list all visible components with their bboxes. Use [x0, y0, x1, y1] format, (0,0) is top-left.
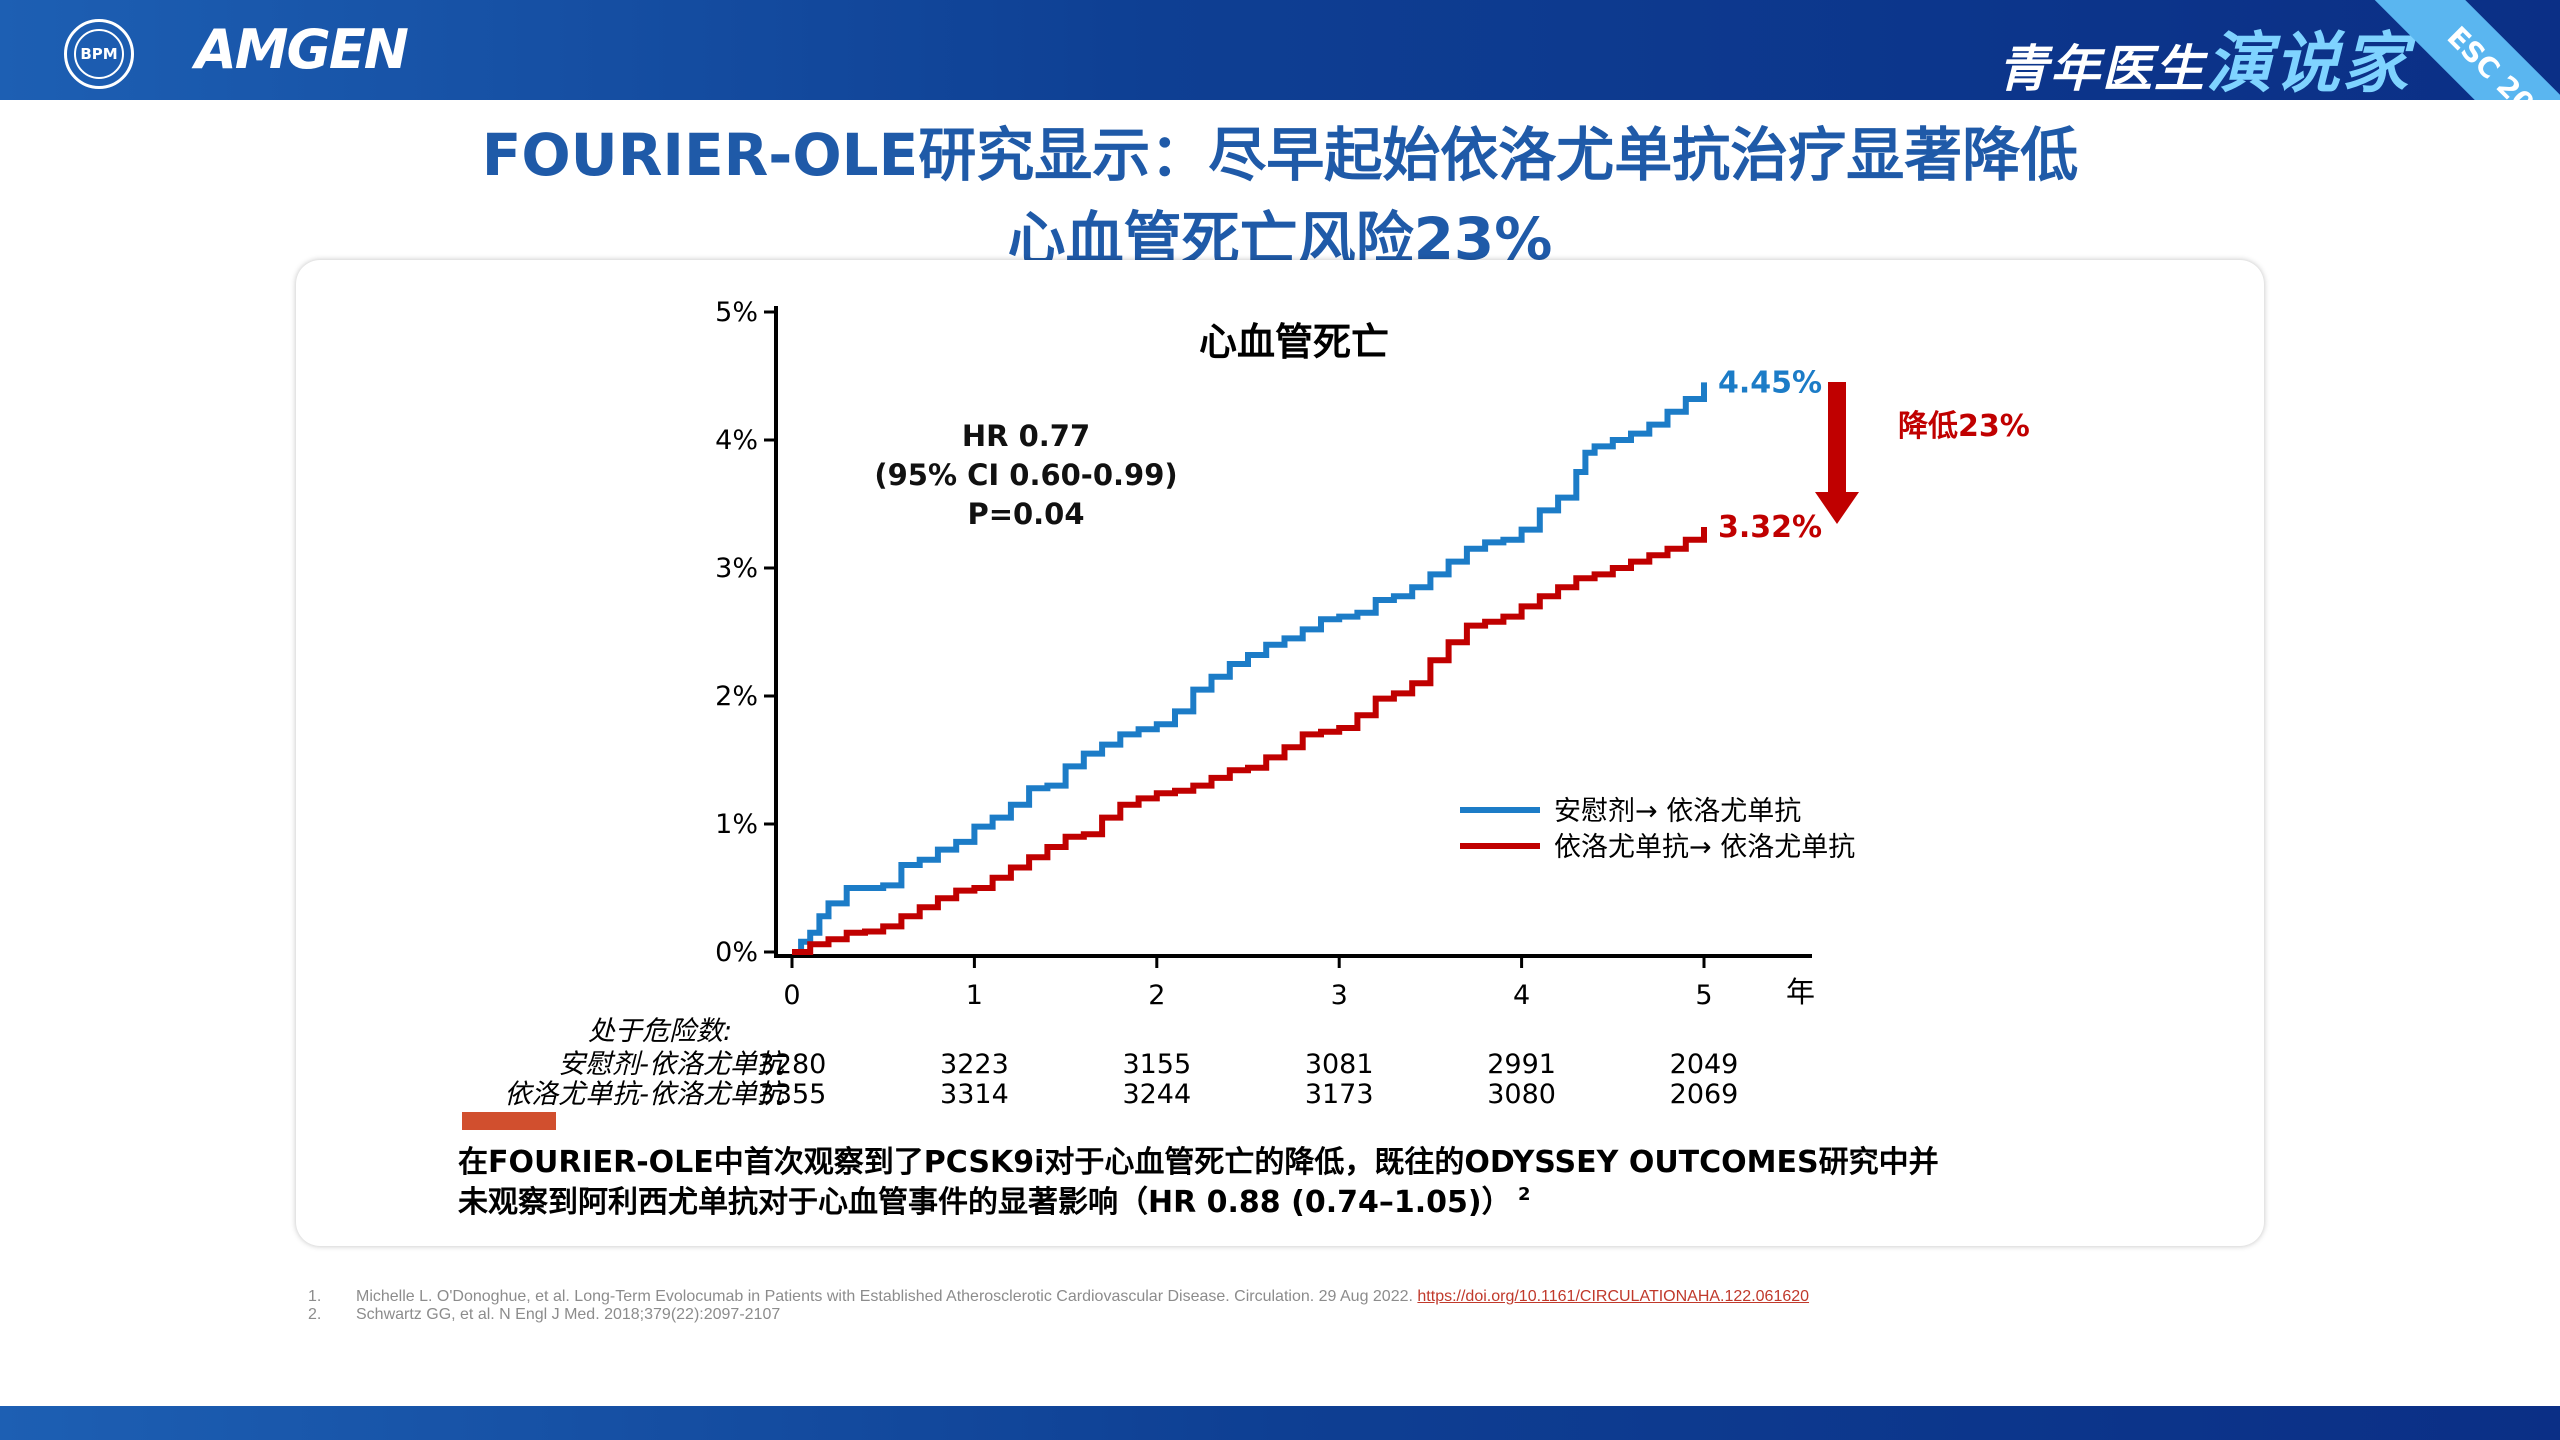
accent-bar — [462, 1112, 556, 1130]
risk-table-header: 处于危险数: — [588, 1016, 732, 1047]
risk-value: 2069 — [1670, 1079, 1739, 1110]
event-brand-logo: 青年医生演说家 — [1998, 10, 2410, 100]
reference-num: 2. — [308, 1306, 322, 1323]
series-line-1 — [792, 527, 1707, 955]
x-tick-label: 3 — [1331, 980, 1348, 1011]
x-tick-label: 0 — [783, 980, 800, 1011]
series-end-label: 4.45% — [1718, 365, 1822, 400]
event-brand-small: 青年医生 — [1998, 40, 2206, 98]
km-chart: 0% 1% 2% 3% 4% 5% 0 1 2 3 4 5 年 心血管死亡 HR 0.77 (95% CI 0… — [458, 297, 2030, 1220]
chart-card: 0% 1% 2% 3% 4% 5% 0 1 2 3 4 5 年 心血管死亡 HR 0.77 (95% CI 0… — [296, 260, 2264, 1246]
risk-value: 2049 — [1670, 1049, 1739, 1080]
conclusion-line2: 未观察到阿利西尤单抗对于心血管事件的显著影响（HR 0.88 (0.74–1.0… — [458, 1185, 1512, 1220]
footer-bar — [0, 1406, 2560, 1440]
reduction-arrow-head — [1815, 492, 1859, 524]
reduction-label: 降低23% — [1898, 409, 2030, 444]
risk-value: 3080 — [1487, 1079, 1556, 1110]
x-tick-label: 4 — [1513, 980, 1530, 1011]
series-end-label: 3.32% — [1718, 510, 1822, 545]
bpm-logo-text: BPM — [80, 45, 118, 63]
y-tick-label: 5% — [715, 297, 758, 328]
series-line-0 — [792, 382, 1707, 955]
risk-value: 3155 — [1122, 1049, 1191, 1080]
risk-value: 3355 — [758, 1079, 827, 1110]
reference-text: Schwartz GG, et al. N Engl J Med. 2018;3… — [356, 1306, 781, 1323]
y-tick-label: 4% — [715, 425, 758, 456]
reference-link[interactable]: https://doi.org/10.1161/CIRCULATIONAHA.1… — [1417, 1288, 1810, 1305]
stats-annotation: HR 0.77 — [962, 419, 1090, 453]
slide-title-line1: FOURIER-OLE研究显示：尽早起始依洛尤单抗治疗显著降低 — [481, 121, 2079, 189]
amgen-logo: AMGEN — [195, 18, 409, 81]
x-tick-label: 2 — [1148, 980, 1165, 1011]
x-axis-unit: 年 — [1786, 975, 1815, 1009]
risk-value: 3223 — [940, 1049, 1009, 1080]
risk-value: 2991 — [1487, 1049, 1556, 1080]
y-tick-label: 1% — [715, 809, 758, 840]
event-brand-big: 演说家 — [2206, 25, 2410, 100]
risk-row-label: 依洛尤单抗-依洛尤单抗 — [504, 1079, 788, 1110]
risk-value: 3081 — [1305, 1049, 1374, 1080]
stats-annotation: P=0.04 — [967, 497, 1084, 531]
reference-text: Michelle L. O'Donoghue, et al. Long-Term… — [356, 1288, 1413, 1305]
conclusion-line1: 在FOURIER-OLE中首次观察到了PCSK9i对于心血管死亡的降低，既往的O… — [458, 1145, 1939, 1180]
chart-title: 心血管死亡 — [1199, 320, 1389, 364]
reference-num: 1. — [308, 1288, 322, 1305]
risk-row-label: 安慰剂-依洛尤单抗 — [558, 1049, 788, 1080]
risk-value: 3280 — [758, 1049, 827, 1080]
x-tick-label: 1 — [966, 980, 983, 1011]
legend-label: 安慰剂→ 依洛尤单抗 — [1554, 796, 1801, 827]
y-tick-label: 3% — [715, 553, 758, 584]
conclusion-ref: 2 — [1518, 1184, 1531, 1205]
reduction-arrow-shaft — [1828, 382, 1846, 494]
risk-value: 3244 — [1122, 1079, 1191, 1110]
y-tick-label: 2% — [715, 681, 758, 712]
risk-value: 3173 — [1305, 1079, 1374, 1110]
esc-ribbon-text: ESC 2022 — [2440, 19, 2560, 100]
legend-label: 依洛尤单抗→ 依洛尤单抗 — [1554, 832, 1855, 863]
y-tick-label: 0% — [715, 937, 758, 968]
stats-annotation: (95% CI 0.60-0.99) — [874, 458, 1177, 492]
x-tick-label: 5 — [1695, 980, 1712, 1011]
header-bar: BPM AMGEN 青年医生演说家 ESC 2022 — [0, 0, 2560, 100]
risk-value: 3314 — [940, 1079, 1009, 1110]
bpm-logo: BPM — [64, 19, 134, 89]
